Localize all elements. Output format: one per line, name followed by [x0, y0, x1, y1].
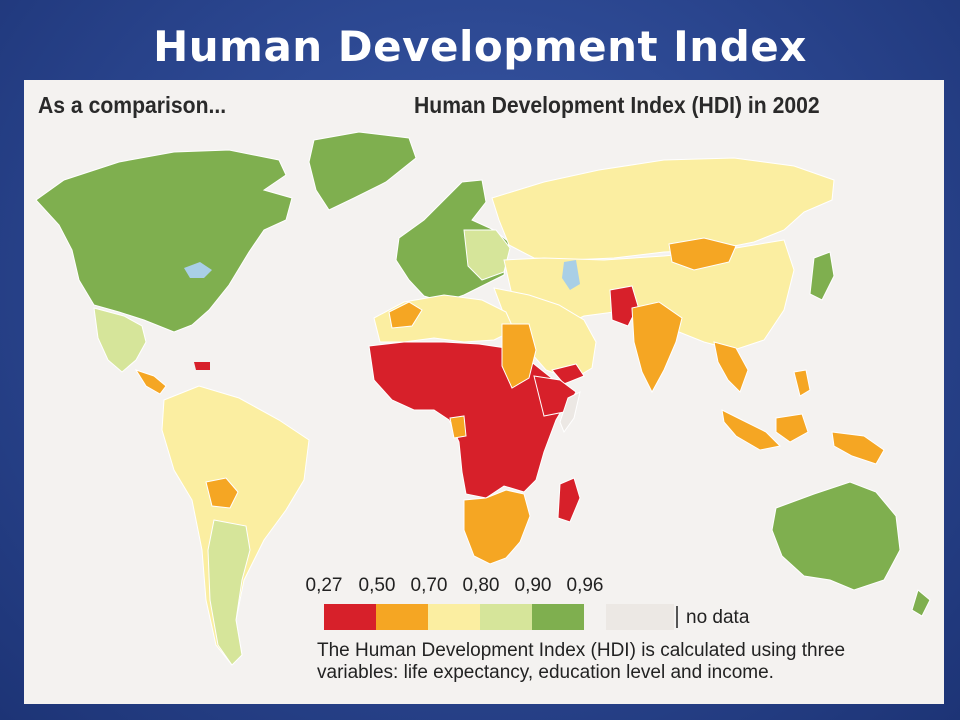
region-yemen — [551, 363, 585, 385]
region-greenland — [308, 131, 417, 211]
region-bolivia — [205, 477, 239, 509]
legend-swatch — [376, 604, 428, 630]
region-gabon — [449, 415, 467, 439]
region-morocco — [388, 301, 423, 329]
no-data-divider — [676, 606, 678, 628]
legend-tick: 0,70 — [410, 575, 448, 596]
region-new-guinea — [831, 431, 885, 465]
no-data-swatch — [606, 604, 674, 630]
region-india — [631, 301, 683, 394]
note-line: variables: life expectancy, education le… — [317, 662, 774, 683]
region-philippines — [793, 369, 811, 397]
region-central-america — [134, 369, 167, 395]
legend-tick: 0,96 — [566, 575, 604, 596]
no-data-label: no data — [686, 607, 750, 628]
region-sahel-central-africa — [368, 341, 570, 499]
great-lakes — [184, 262, 212, 278]
region-southern-cone — [207, 519, 251, 666]
legend-tick: 0,27 — [305, 575, 343, 596]
slide-title: Human Development Index — [153, 22, 807, 71]
legend-ticks: 0,27 0,50 0,70 0,80 0,90 0,96 — [305, 575, 627, 599]
legend-swatch — [428, 604, 480, 630]
map-title: Human Development Index (HDI) in 2002 — [414, 92, 820, 118]
legend-swatch — [532, 604, 584, 630]
region-southern-africa — [463, 489, 531, 565]
region-new-zealand — [911, 589, 931, 617]
region-eastern-europe — [463, 229, 511, 281]
region-madagascar — [557, 477, 581, 523]
comparison-label: As a comparison... — [38, 92, 227, 118]
region-borneo — [775, 413, 809, 443]
caspian-sea — [562, 260, 580, 290]
region-caribbean — [194, 362, 210, 370]
region-somalia — [559, 391, 581, 434]
region-north-america — [35, 149, 293, 333]
region-japan — [809, 251, 835, 301]
legend-swatch — [324, 604, 376, 630]
world-map — [35, 131, 931, 666]
region-mongolia — [668, 237, 737, 271]
region-sudan — [501, 323, 537, 389]
legend-tick: 0,50 — [358, 575, 396, 596]
hdi-explanation: The Human Development Index (HDI) is cal… — [317, 640, 917, 684]
region-indonesia — [721, 409, 782, 451]
region-southeast-asia — [713, 341, 749, 393]
legend-color-bar — [324, 604, 584, 630]
region-mexico — [93, 307, 147, 373]
legend-tick: 0,90 — [514, 575, 552, 596]
legend-swatch — [480, 604, 532, 630]
legend-tick: 0,80 — [462, 575, 500, 596]
note-line: The Human Development Index (HDI) is cal… — [317, 640, 846, 661]
region-australia — [771, 481, 901, 591]
map-panel: As a comparison... Human Development Ind… — [24, 80, 944, 704]
